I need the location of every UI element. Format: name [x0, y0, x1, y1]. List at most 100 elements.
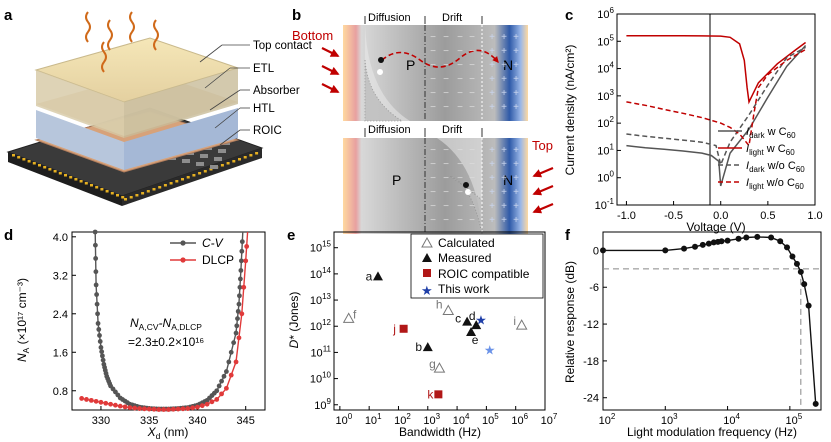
d-point — [127, 405, 133, 410]
minus-mark: − — [430, 88, 436, 99]
layer-labels: Top contact ETL Absorber HTL ROIC — [253, 40, 313, 137]
d-point — [97, 339, 103, 344]
e-point-label: e — [472, 333, 479, 347]
f-xtick-part: 10 — [661, 415, 673, 427]
d-ytick-label: 3.2 — [53, 270, 68, 282]
d-point — [239, 239, 245, 245]
c-legend-part-3: 60 — [796, 165, 805, 174]
minus-mark: − — [457, 173, 463, 184]
e-xtick-part: 10 — [336, 415, 348, 427]
d-point — [214, 397, 220, 402]
f-point — [784, 244, 791, 251]
d-point — [141, 406, 147, 412]
e-legend-calc: Calculated — [438, 236, 495, 250]
e-ylabel-main: D — [287, 339, 301, 348]
top-contact-side — [36, 70, 124, 138]
c-ytick-label-exp: 4 — [610, 61, 615, 70]
label-etl: ETL — [253, 63, 275, 75]
c-legend-part-0: I — [746, 143, 749, 155]
e-point-label: h — [436, 297, 443, 311]
c-legend-part-1: dark — [749, 165, 766, 174]
d-point — [175, 406, 181, 412]
d-point — [231, 340, 237, 346]
e-xtick-part: 10 — [423, 415, 435, 427]
d-legend-dlcp: DLCP — [202, 253, 234, 267]
minus-mark: − — [430, 74, 436, 85]
e-ytick-label: 1014 — [310, 266, 332, 281]
b-n-label-top: N — [503, 57, 513, 73]
minus-mark: − — [469, 187, 475, 198]
pin-front — [53, 170, 57, 173]
plus-mark: + — [513, 159, 519, 170]
panel-e-letter: e — [287, 227, 295, 244]
depletion-curve-bottom — [437, 138, 482, 234]
roic-cell — [210, 165, 218, 169]
c-xtick-label: 1.0 — [807, 210, 822, 222]
plus-mark: + — [489, 159, 495, 170]
c-legend-part-2: w/o C — [764, 177, 795, 189]
d-point — [108, 401, 113, 407]
device-top-illum — [343, 138, 528, 234]
b-region-drift-bottom: Drift — [442, 124, 462, 136]
panel-f-letter: f — [565, 227, 571, 244]
label-htl: HTL — [253, 103, 275, 115]
c-ytick-label: 106 — [597, 6, 614, 21]
d-point — [238, 268, 244, 273]
d-series — [79, 229, 250, 412]
pin-side — [129, 196, 133, 199]
svg-text:NA,CV-NA,DLCP: NA,CV-NA,DLCP — [130, 316, 202, 332]
plus-mark: + — [513, 32, 519, 43]
d-point — [88, 397, 94, 403]
d-point — [137, 406, 142, 411]
pin-side — [158, 186, 162, 189]
plus-mark: + — [489, 187, 495, 198]
pin-side — [226, 162, 230, 165]
d-point — [93, 256, 99, 261]
f-point — [662, 247, 669, 254]
d-ylabel: NA (×10¹⁷ cm⁻³) — [15, 278, 31, 362]
f-point — [789, 253, 796, 260]
e-legend-calc-marker — [421, 236, 433, 248]
panel-c: c -1.0 -0.5 0.0 0.5 1.010-110010110210310410… — [563, 6, 823, 234]
d-point — [103, 400, 109, 406]
e-xtick-part: 10 — [541, 415, 553, 427]
pin-side — [243, 156, 247, 159]
bracket-top-left — [364, 16, 483, 24]
d-point — [244, 244, 250, 249]
e-xtick-label: 103 — [423, 412, 440, 427]
pin-side — [163, 184, 167, 187]
minus-mark: − — [430, 145, 436, 156]
roic-cell — [196, 162, 204, 166]
e-ytick-label-exp: 10 — [322, 371, 331, 380]
d-point — [161, 407, 167, 412]
e-ytick-label: 1010 — [310, 371, 332, 386]
f-point — [692, 243, 699, 250]
f-point — [705, 240, 712, 247]
charge-marks-top: − − − − + + +− − − − + + +− − − − + + +− − − − + + +− − − − + + +− − − − +… — [430, 32, 519, 113]
d-point — [237, 293, 242, 299]
minus-mark: − — [469, 88, 475, 99]
e-point-label: b — [415, 340, 422, 354]
plus-mark: + — [501, 201, 507, 212]
e-legend-roic: ROIC compatible — [438, 267, 530, 281]
plus-mark: + — [501, 187, 507, 198]
d-point — [93, 398, 99, 404]
c-legend-label: Idark w/o C60 — [746, 160, 805, 174]
e-xtick-label: 106 — [511, 412, 528, 427]
e-xtick-part: 3 — [436, 412, 441, 421]
f-ytick-label: 0 — [593, 245, 599, 257]
c-legend-part-3: 60 — [795, 182, 804, 191]
c-ytick-label-base: 10 — [595, 200, 607, 212]
pin-side — [220, 164, 224, 167]
pin-side — [198, 172, 202, 175]
c-series-line — [626, 46, 806, 168]
c-legend-part-1: light — [749, 148, 764, 157]
d-point — [99, 353, 105, 359]
e-point-label: k — [427, 387, 434, 401]
d-ylabel-main: N — [15, 353, 29, 362]
e-xtick-part: 10 — [511, 415, 523, 427]
f-xtick-part: 5 — [798, 412, 803, 421]
plus-mark: + — [513, 201, 519, 212]
d-point — [156, 407, 162, 412]
e-xtick-part: 4 — [465, 412, 470, 421]
